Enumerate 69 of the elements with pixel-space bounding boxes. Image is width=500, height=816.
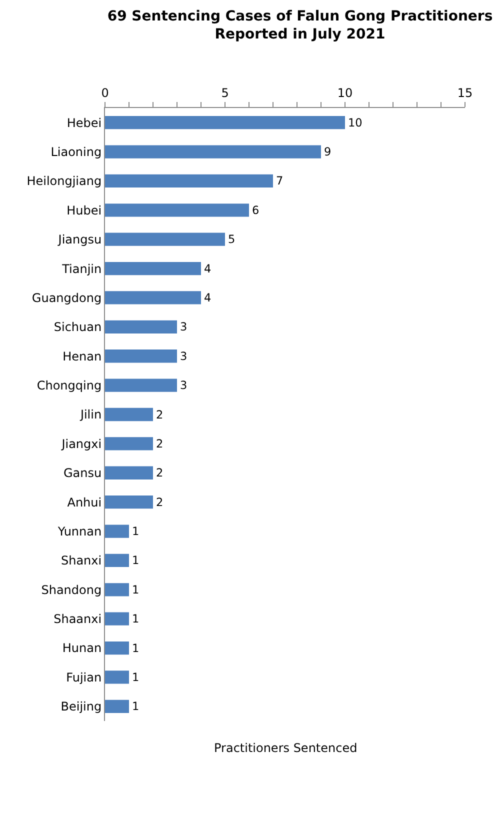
y-tick-label: Hunan (62, 641, 102, 656)
bar (105, 204, 249, 217)
data-label: 1 (132, 670, 140, 684)
bar (105, 378, 177, 392)
y-tick-label: Beijing (60, 700, 102, 714)
bar (105, 583, 129, 596)
x-tick-label: 15 (457, 86, 473, 100)
data-label: 9 (324, 146, 332, 159)
y-tick-label: Liaoning (50, 144, 102, 159)
y-tick-label: Fujian (66, 670, 102, 684)
bar (105, 116, 345, 130)
data-label: 4 (204, 291, 212, 304)
x-tick-label: 10 (337, 86, 353, 100)
bar (105, 524, 129, 538)
bar (105, 496, 153, 509)
data-label: 1 (132, 700, 140, 714)
y-tick-label: Henan (62, 349, 102, 364)
data-label: 3 (180, 350, 188, 363)
data-label: 1 (132, 583, 140, 596)
y-tick-label: Chongqing (36, 378, 102, 393)
data-label: 3 (180, 379, 188, 392)
y-tick-label: Anhui (67, 495, 102, 510)
bar (105, 466, 153, 480)
y-tick-label: Tianjin (61, 262, 102, 276)
data-label: 1 (132, 642, 140, 655)
data-label: 10 (348, 116, 362, 130)
bar (105, 670, 129, 684)
bar (105, 291, 201, 304)
y-tick-label: Shaanxi (54, 612, 102, 626)
bar (105, 350, 177, 363)
chart-title: 69 Sentencing Cases of Falun Gong Practitioners Reported in July 2021 (107, 8, 493, 43)
y-tick-label: Jiangsu (57, 232, 102, 247)
y-tick-label: Gansu (63, 466, 102, 480)
data-label: 6 (252, 204, 260, 217)
bar (105, 641, 129, 655)
x-tick-label: 5 (221, 86, 229, 100)
x-axis-title: Practitioners Sentenced (214, 741, 358, 755)
y-tick-label: Guangdong (32, 290, 102, 305)
bar (105, 554, 129, 568)
bar (105, 232, 225, 246)
bar (105, 612, 129, 626)
bar (105, 408, 153, 422)
data-label: 2 (156, 496, 164, 509)
y-tick-label: Heilongjiang (26, 174, 102, 188)
data-label: 2 (156, 466, 164, 480)
bar (105, 174, 273, 188)
y-tick-label: Jilin (79, 408, 102, 422)
y-tick-label: Hubei (66, 203, 102, 218)
data-label: 3 (180, 320, 188, 334)
y-tick-label: Shandong (41, 582, 102, 597)
data-label: 1 (132, 612, 140, 626)
bar (105, 700, 129, 713)
data-label: 2 (156, 437, 164, 450)
bar (105, 145, 321, 158)
y-tick-label: Sichuan (54, 320, 102, 334)
y-tick-label: Jiangxi (60, 436, 102, 451)
y-tick-label: Hebei (66, 116, 102, 130)
data-label: 1 (132, 554, 140, 568)
y-tick-label: Yunnan (56, 524, 102, 538)
bar (105, 320, 177, 334)
data-label: 5 (228, 233, 236, 246)
y-tick-label: Shanxi (60, 554, 102, 568)
data-label: 4 (204, 262, 212, 276)
x-tick-label: 0 (101, 86, 109, 100)
bar (105, 437, 153, 450)
data-label: 7 (276, 174, 284, 188)
data-label: 1 (132, 525, 140, 538)
bar (105, 262, 201, 276)
data-label: 2 (156, 408, 164, 422)
